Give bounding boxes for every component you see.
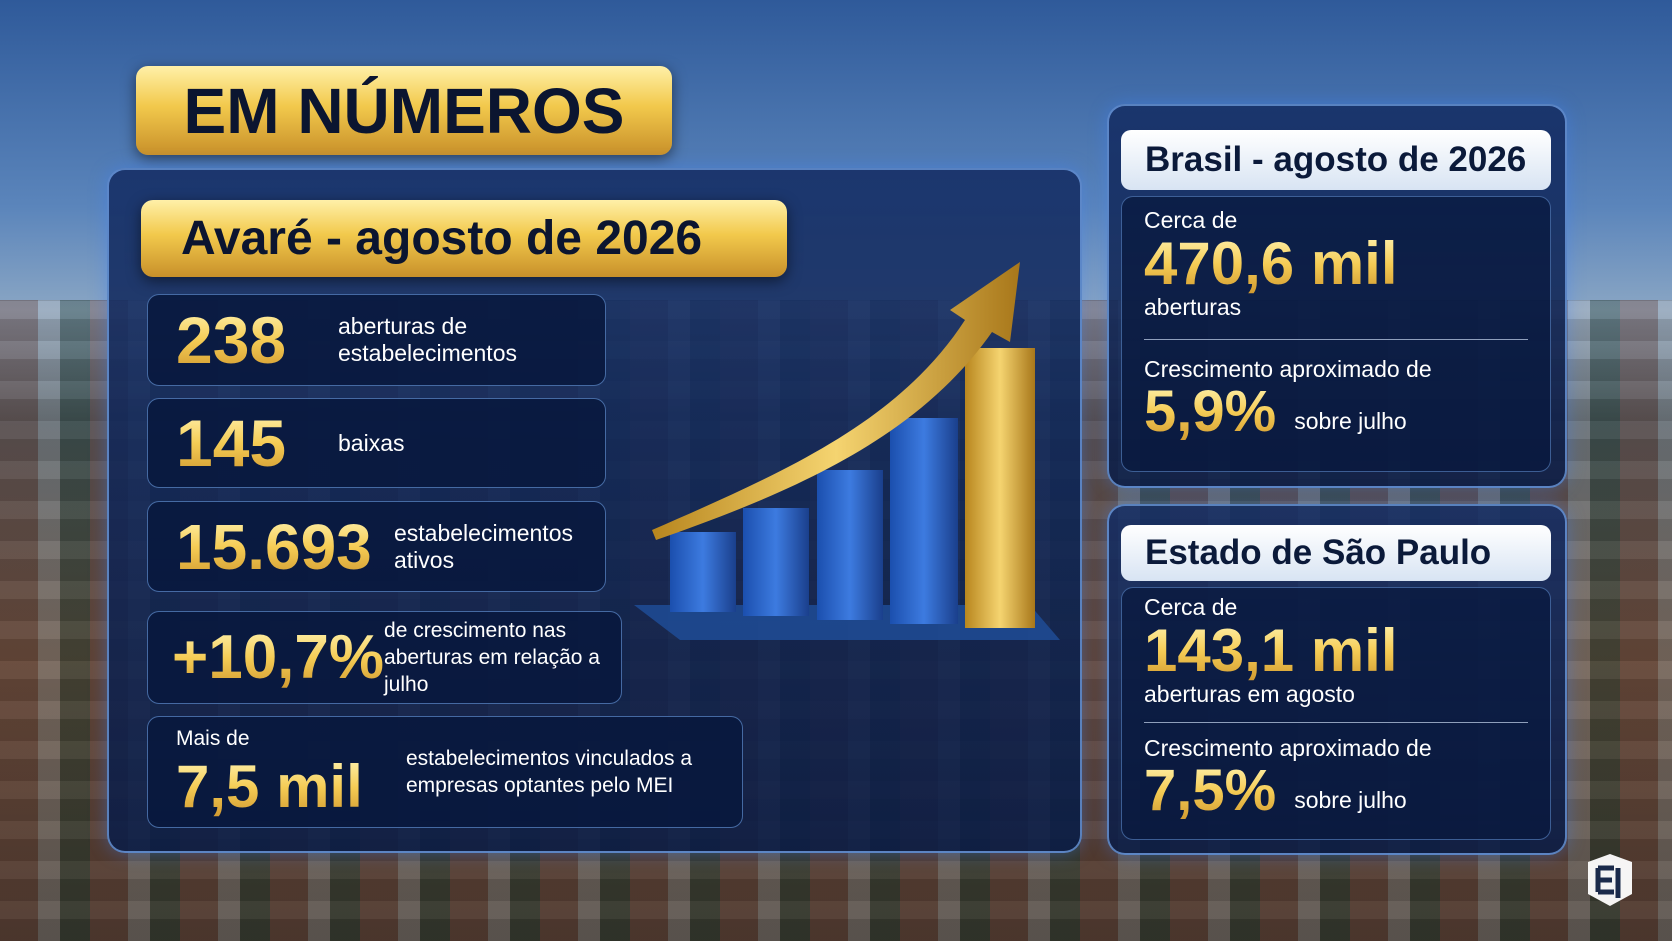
brasil-growth-prefix: Crescimento aproximado de [1144, 356, 1432, 382]
divider [1144, 339, 1528, 340]
sp-growth-suffix: sobre julho [1294, 787, 1407, 813]
brasil-box: Cerca de 470,6 mil aberturas Crescimento… [1121, 196, 1551, 472]
brasil-title: Brasil - agosto de 2026 [1145, 140, 1527, 179]
brasil-header: Brasil - agosto de 2026 [1121, 130, 1551, 190]
divider [1144, 722, 1528, 723]
brasil-growth-suffix: sobre julho [1294, 408, 1407, 434]
avare-header: Avaré - agosto de 2026 [141, 200, 787, 277]
title-badge: EM NÚMEROS [136, 66, 672, 155]
stat-label: estabelecimentos ativos [394, 519, 573, 573]
stat-label: baixas [338, 429, 405, 456]
avare-title: Avaré - agosto de 2026 [181, 212, 703, 265]
stat-row: 238 aberturas de estabelecimentos [147, 294, 606, 386]
sp-value: 143,1 mil [1144, 621, 1528, 681]
sp-growth-value: 7,5% [1144, 758, 1277, 823]
stat-row: 15.693 estabelecimentos ativos [147, 501, 606, 592]
decor-bar [670, 532, 736, 612]
stat-prefix: Mais de [176, 727, 250, 750]
brasil-growth: 5,9% sobre julho [1144, 383, 1528, 441]
logo [1588, 854, 1632, 906]
page-title: EM NÚMEROS [183, 74, 625, 147]
brasil-value: 470,6 mil [1144, 234, 1528, 294]
brasil-suffix: aberturas [1144, 294, 1242, 320]
growth-illustration [634, 262, 1060, 640]
stat-value: 145 [176, 410, 338, 476]
sp-growth-prefix: Crescimento aproximado de [1144, 735, 1432, 761]
stat-value: +10,7% [172, 622, 385, 692]
stat-row: +10,7% de crescimento nas aberturas em r… [147, 611, 622, 704]
stat-value: 238 [176, 307, 338, 373]
stat-row: 145 baixas [147, 398, 606, 488]
sp-box: Cerca de 143,1 mil aberturas em agosto C… [1121, 587, 1551, 840]
sp-header: Estado de São Paulo [1121, 525, 1551, 581]
stat-value: 7,5 mil [176, 757, 406, 817]
sp-prefix: Cerca de [1144, 594, 1238, 620]
sp-suffix: aberturas em agosto [1144, 681, 1355, 707]
stat-row: Mais de 7,5 mil estabelecimentos vincula… [147, 716, 743, 828]
stat-value-group: Mais de 7,5 mil [176, 727, 406, 817]
decor-bar [965, 348, 1035, 628]
stat-value: 15.693 [176, 515, 394, 579]
stat-label: aberturas de estabelecimentos [338, 313, 517, 366]
sp-growth: 7,5% sobre julho [1144, 762, 1528, 820]
sp-title: Estado de São Paulo [1145, 533, 1492, 572]
stat-label: de crescimento nas aberturas em relação … [384, 619, 600, 696]
brasil-growth-value: 5,9% [1144, 379, 1277, 444]
stat-label: estabelecimentos vinculados a empresas o… [406, 747, 693, 797]
decor-bar [743, 508, 809, 616]
decor-bar [890, 418, 958, 624]
growth-arrow [652, 262, 1020, 540]
brasil-prefix: Cerca de [1144, 207, 1238, 233]
decor-bar [817, 470, 883, 620]
